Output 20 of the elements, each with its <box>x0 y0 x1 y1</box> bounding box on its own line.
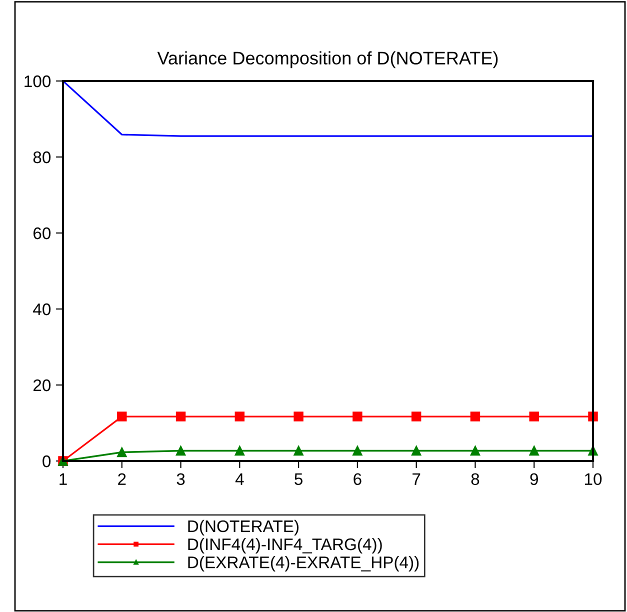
y-tick-label: 60 <box>34 227 51 240</box>
x-tick-label: 7 <box>412 473 420 485</box>
y-tick-label: 0 <box>42 455 51 468</box>
legend-label: D(INF4(4)-INF4_TARG(4)) <box>188 538 382 554</box>
x-tick-label: 5 <box>294 473 302 486</box>
x-tick-label: 4 <box>235 473 244 485</box>
chart-title: Variance Decomposition of D(NOTERATE) <box>157 51 498 68</box>
legend-label: D(EXRATE(4)-EXRATE_HP(4)) <box>188 556 419 572</box>
x-tick-label: 10 <box>585 473 602 486</box>
x-tick-label: 8 <box>471 473 480 486</box>
x-tick-label: 3 <box>176 473 185 486</box>
x-tick-label: 9 <box>530 473 538 486</box>
y-tick-label: 100 <box>24 75 51 88</box>
x-tick-label: 1 <box>60 473 67 485</box>
y-tick-label: 20 <box>33 379 51 392</box>
legend-label: D(NOTERATE) <box>188 520 299 536</box>
y-tick-label: 80 <box>33 151 51 164</box>
x-tick-label: 2 <box>118 473 126 485</box>
x-tick-label: 6 <box>354 473 362 486</box>
y-tick-label: 40 <box>33 303 51 316</box>
